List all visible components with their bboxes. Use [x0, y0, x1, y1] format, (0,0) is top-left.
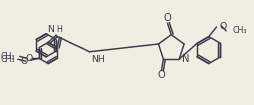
Text: O: O [20, 57, 27, 66]
Text: CH₃: CH₃ [232, 26, 246, 35]
Text: O: O [218, 22, 226, 31]
Text: CH₃: CH₃ [1, 55, 15, 64]
Text: H: H [56, 25, 62, 34]
Text: O: O [26, 54, 33, 63]
Text: NH: NH [91, 55, 105, 64]
Text: O: O [157, 70, 165, 80]
Text: N: N [46, 25, 53, 34]
Text: N: N [181, 54, 189, 64]
Text: O: O [163, 13, 171, 23]
Text: CH₃: CH₃ [1, 52, 15, 61]
